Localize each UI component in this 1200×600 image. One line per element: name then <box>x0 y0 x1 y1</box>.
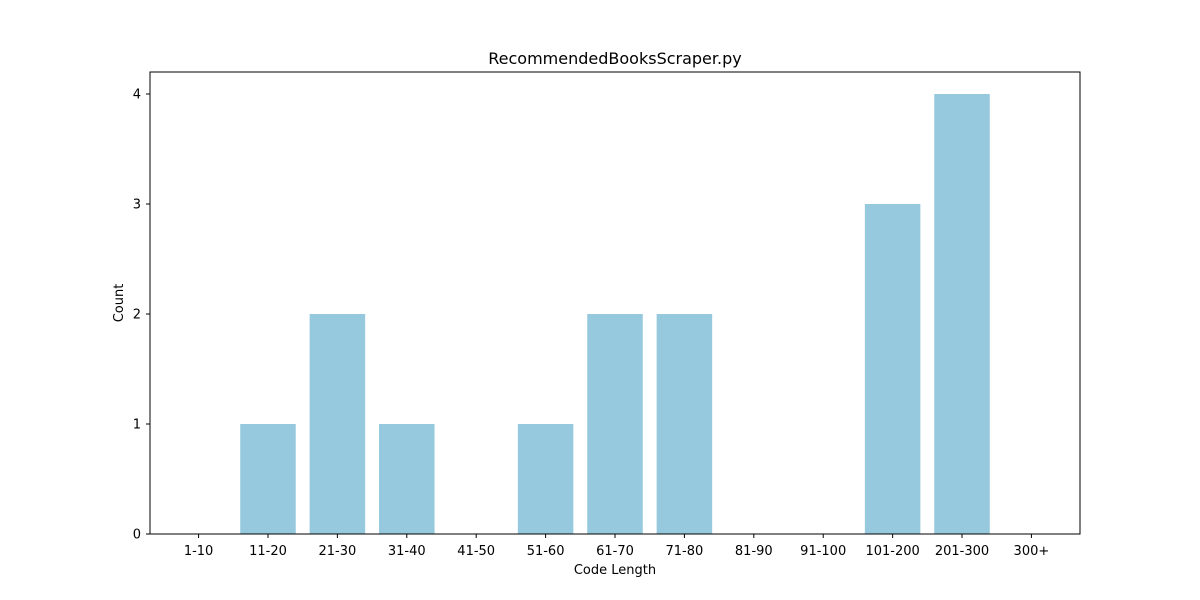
x-tick-label: 81-90 <box>735 544 773 559</box>
bar-21-30 <box>309 314 366 534</box>
x-tick-label: 71-80 <box>666 544 704 559</box>
y-tick-label: 4 <box>133 88 141 103</box>
bar-11-20 <box>240 424 296 534</box>
x-tick-label: 41-50 <box>457 544 495 559</box>
x-tick-label: 201-300 <box>935 544 989 559</box>
bar-101-200 <box>864 204 921 534</box>
x-tick-label: 31-40 <box>388 544 426 559</box>
x-axis-label: Code Length <box>574 563 656 578</box>
x-tick-label: 91-100 <box>800 544 846 559</box>
x-tick-label: 11-20 <box>249 544 287 559</box>
chart-title: RecommendedBooksScraper.py <box>488 49 741 68</box>
bar-201-300 <box>934 94 990 534</box>
bar-31-40 <box>379 424 435 534</box>
x-tick-label: 61-70 <box>596 544 634 559</box>
y-tick-label: 2 <box>133 308 141 323</box>
x-tick-label: 101-200 <box>865 544 919 559</box>
y-tick-label: 3 <box>133 198 141 213</box>
y-axis: 0 1 2 3 4 <box>133 88 150 543</box>
y-tick-label: 0 <box>133 528 141 543</box>
y-tick-label: 1 <box>133 418 141 433</box>
x-tick-label: 21-30 <box>318 544 356 559</box>
x-tick-label: 300+ <box>1014 544 1050 559</box>
bar-51-60 <box>517 424 574 534</box>
x-axis: 1-10 11-20 21-30 31-40 41-50 51-60 61-70 71-80 8… <box>184 534 1049 559</box>
x-tick-label: 1-10 <box>184 544 214 559</box>
bars-group <box>240 94 990 534</box>
y-axis-label: Count <box>112 284 127 323</box>
bar-71-80 <box>656 314 713 534</box>
x-tick-label: 51-60 <box>527 544 565 559</box>
bar-61-70 <box>587 314 643 534</box>
